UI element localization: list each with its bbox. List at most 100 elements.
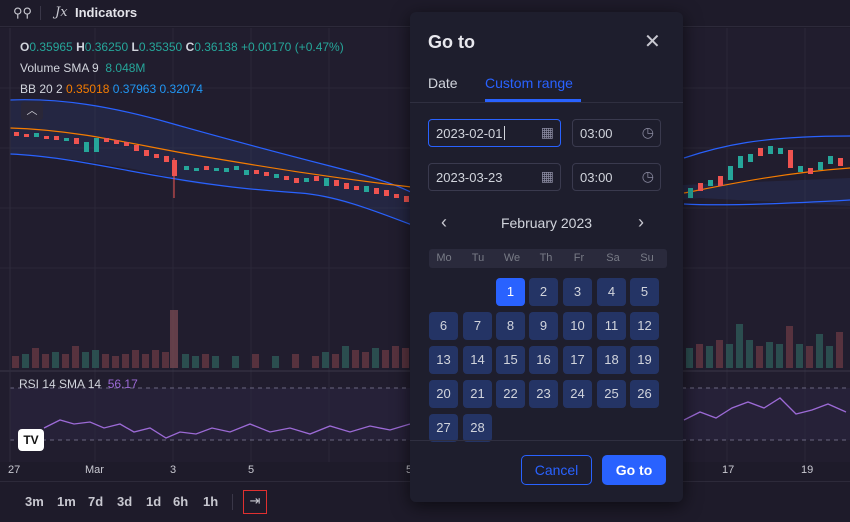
range-3m-button[interactable]: 3m	[25, 494, 44, 509]
bb-mid-line-right	[683, 167, 850, 194]
calendar-day[interactable]: 21	[463, 380, 492, 408]
calendar-day[interactable]: 19	[630, 346, 659, 374]
calendar-day[interactable]: 22	[496, 380, 525, 408]
range-7d-button[interactable]: 7d	[88, 494, 104, 509]
calendar-day[interactable]: 8	[496, 312, 525, 340]
rsi-line	[43, 419, 411, 439]
start-time-field[interactable]: 03:00 ◷	[572, 119, 661, 147]
weekday-label: Sa	[606, 252, 620, 264]
chevron-up-icon[interactable]: ︿	[21, 102, 43, 120]
start-date-value: 2023-02-01	[436, 126, 503, 141]
bb-upper-line	[9, 99, 421, 197]
active-tab-indicator	[485, 99, 581, 102]
compare-icon[interactable]: ⚲⚲	[13, 5, 33, 20]
rsi-label: RSI 14 SMA 14	[19, 377, 102, 391]
close-value: 0.36138	[194, 40, 238, 54]
calendar-day[interactable]: 26	[630, 380, 659, 408]
calendar-day[interactable]: 10	[563, 312, 592, 340]
cancel-button[interactable]: Cancel	[521, 455, 592, 485]
range-1h-button[interactable]: 1h	[203, 494, 219, 509]
tab-custom-range[interactable]: Custom range	[485, 75, 573, 91]
end-time-field[interactable]: 03:00 ◷	[572, 163, 661, 191]
bb-upper-value: 0.37963	[112, 82, 157, 96]
low-value: 0.35350	[138, 40, 183, 54]
volume-value: 8.048M	[105, 61, 146, 75]
calendar-day[interactable]: 2	[529, 278, 558, 306]
clock-icon[interactable]: ◷	[641, 168, 654, 184]
clock-icon[interactable]: ◷	[641, 124, 654, 140]
bb-legend[interactable]: BB 20 2 0.35018 0.37963 0.32074	[20, 82, 203, 96]
calendar-day[interactable]: 14	[463, 346, 492, 374]
calendar-day[interactable]: 28	[463, 414, 492, 442]
bb-lower-value: 0.32074	[159, 82, 203, 96]
candles	[14, 132, 843, 202]
bb-mid-value: 0.35018	[66, 82, 110, 96]
calendar-day[interactable]: 13	[429, 346, 458, 374]
chevron-left-icon[interactable]: ‹	[441, 212, 447, 232]
calendar-day[interactable]: 27	[429, 414, 458, 442]
calendar-day[interactable]: 18	[597, 346, 626, 374]
calendar-icon[interactable]: ▦	[540, 124, 554, 140]
calendar-day[interactable]: 24	[563, 380, 592, 408]
end-date-value: 2023-03-23	[436, 170, 503, 185]
weekday-label: Su	[640, 252, 654, 264]
goto-dialog: Go to ✕ Date Custom range 2023-02-01 ▦ 0…	[410, 12, 683, 502]
bb-lower-line	[9, 153, 421, 229]
calendar-day[interactable]: 3	[563, 278, 592, 306]
indicators-fx-icon[interactable]: Jx	[55, 5, 68, 20]
calendar-day[interactable]: 4	[597, 278, 626, 306]
end-date-field[interactable]: 2023-03-23 ▦	[428, 163, 561, 191]
calendar-day[interactable]: 23	[529, 380, 558, 408]
range-1d-button[interactable]: 1d	[146, 494, 162, 509]
calendar-day[interactable]: 12	[630, 312, 659, 340]
bb-label: BB 20 2	[20, 82, 63, 96]
rsi-legend[interactable]: RSI 14 SMA 14 56.17	[19, 377, 138, 391]
calendar-month: February 2023	[500, 215, 593, 231]
weekday-label: Fr	[573, 252, 585, 264]
dialog-tabs: Date Custom range	[410, 70, 683, 103]
bottom-divider	[232, 494, 233, 510]
range-1m-button[interactable]: 1m	[57, 494, 76, 509]
calendar-day[interactable]: 25	[597, 380, 626, 408]
volume-bars	[12, 310, 843, 368]
chevron-right-icon[interactable]: ›	[638, 212, 644, 232]
start-date-field[interactable]: 2023-02-01 ▦	[428, 119, 561, 147]
rsi-value: 56.17	[107, 377, 138, 391]
footer-divider	[410, 440, 683, 441]
dialog-title: Go to	[428, 32, 475, 52]
calendar-icon[interactable]: ▦	[540, 168, 554, 184]
rsi-line-right	[683, 397, 847, 421]
calendar-day[interactable]: 5	[630, 278, 659, 306]
calendar-day[interactable]: 7	[463, 312, 492, 340]
calendar-day[interactable]: 16	[529, 346, 558, 374]
calendar-day[interactable]: 20	[429, 380, 458, 408]
calendar-day[interactable]: 17	[563, 346, 592, 374]
x-tick: 27	[8, 464, 21, 476]
close-icon[interactable]: ✕	[644, 31, 661, 53]
x-tick: 5	[406, 464, 412, 476]
tab-date[interactable]: Date	[428, 75, 458, 91]
tradingview-logo[interactable]: TV	[18, 429, 44, 451]
calendar-day[interactable]: 11	[597, 312, 626, 340]
calendar-day[interactable]: 1	[496, 278, 525, 306]
calendar-day[interactable]: 15	[496, 346, 525, 374]
range-6h-button[interactable]: 6h	[173, 494, 189, 509]
weekday-header: Mo Tu We Th Fr Sa Su	[429, 249, 667, 268]
toolbar-divider	[40, 6, 41, 20]
volume-legend[interactable]: Volume SMA 9 8.048M	[20, 61, 145, 75]
go-to-button[interactable]: Go to	[602, 455, 666, 485]
indicators-button[interactable]: Indicators	[75, 5, 138, 20]
open-key: O	[20, 40, 30, 54]
calendar-day[interactable]: 9	[529, 312, 558, 340]
x-tick: 19	[801, 464, 814, 476]
low-key: L	[131, 40, 139, 54]
ohlc-legend: O0.35965 H0.36250 L0.35350 C0.36138 +0.0…	[20, 40, 344, 54]
open-value: 0.35965	[29, 40, 73, 54]
dialog-scrollbar[interactable]	[677, 102, 680, 432]
calendar-goto-icon[interactable]: ⇥	[243, 490, 267, 514]
range-3d-button[interactable]: 3d	[117, 494, 133, 509]
x-tick: 5	[248, 464, 255, 476]
calendar-day[interactable]: 6	[429, 312, 458, 340]
bb-lower-line-right	[683, 199, 850, 206]
